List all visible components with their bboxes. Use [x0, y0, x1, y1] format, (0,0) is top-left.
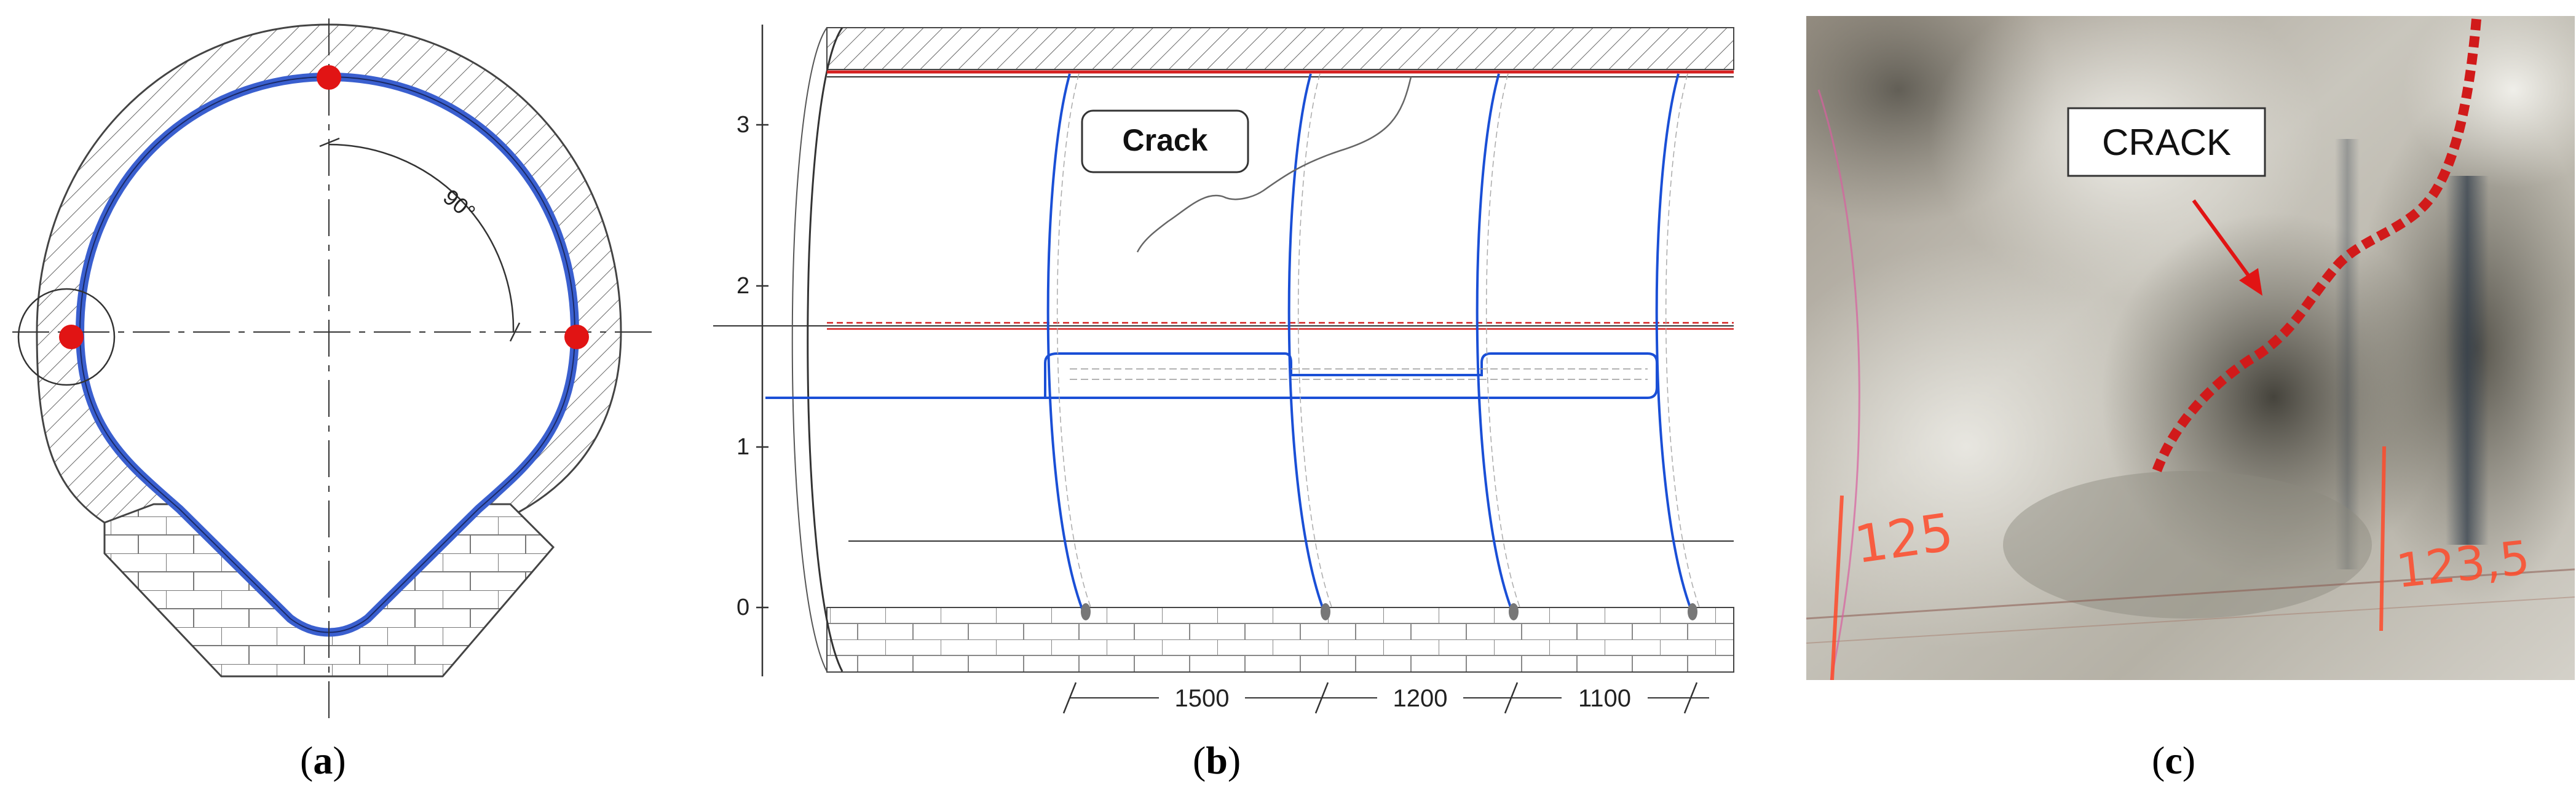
caption-c: (c) — [2152, 738, 2196, 782]
fiber-ring-1 — [1046, 73, 1092, 620]
longitudinal-drawing: 0 1 2 3 — [713, 25, 1734, 714]
crack-arrow — [2192, 199, 2254, 282]
fiber-ring-4 — [1655, 73, 1701, 620]
crack-label: CRACK — [2102, 122, 2231, 163]
crack-label: Crack — [1123, 123, 1208, 157]
rock-top — [826, 27, 1734, 70]
crack-marker — [2152, 18, 2481, 473]
panel-c-photo: 125 123,5 CRACK (c) — [1752, 0, 2576, 803]
y-tick-0: 0 — [737, 595, 749, 620]
detail-circle — [17, 288, 116, 386]
measurement-point-left — [59, 325, 84, 349]
y-tick-2: 2 — [737, 273, 749, 299]
fiber-ring-3 — [1476, 73, 1521, 620]
measurement-point-top — [317, 65, 341, 90]
y-tick-3: 3 — [737, 112, 749, 138]
crack-line — [1136, 76, 1412, 253]
masonry-bottom — [826, 607, 1734, 673]
dimension-1500: 1500 — [1175, 685, 1230, 712]
cross-section-drawing: 90° — [12, 18, 652, 719]
caption-b: (b) — [1193, 738, 1241, 782]
panel-a-tunnel-cross-section: 90° (a) — [0, 0, 664, 803]
panel-b-longitudinal-section: 0 1 2 3 — [664, 0, 1752, 803]
fiber-horizontal — [765, 352, 1658, 399]
y-tick-1: 1 — [737, 434, 749, 460]
caption-a: (a) — [300, 738, 346, 782]
crack-label-box — [2067, 107, 2266, 177]
crack-label-box — [1081, 109, 1249, 173]
dimension-1100: 1100 — [1578, 685, 1631, 712]
paint-mark-125: 125 — [1851, 502, 1957, 575]
tunnel-wall-photo: 125 123,5 CRACK — [1806, 16, 2575, 680]
tunnel-end — [807, 27, 844, 672]
measurement-point-right — [564, 325, 589, 349]
fiber-ring-2 — [1287, 73, 1333, 620]
dimension-1200: 1200 — [1393, 685, 1448, 712]
photo-illustration: 125 123,5 CRACK — [1806, 16, 2575, 680]
angle-arc — [328, 143, 515, 333]
tunnel-opening — [77, 74, 578, 635]
